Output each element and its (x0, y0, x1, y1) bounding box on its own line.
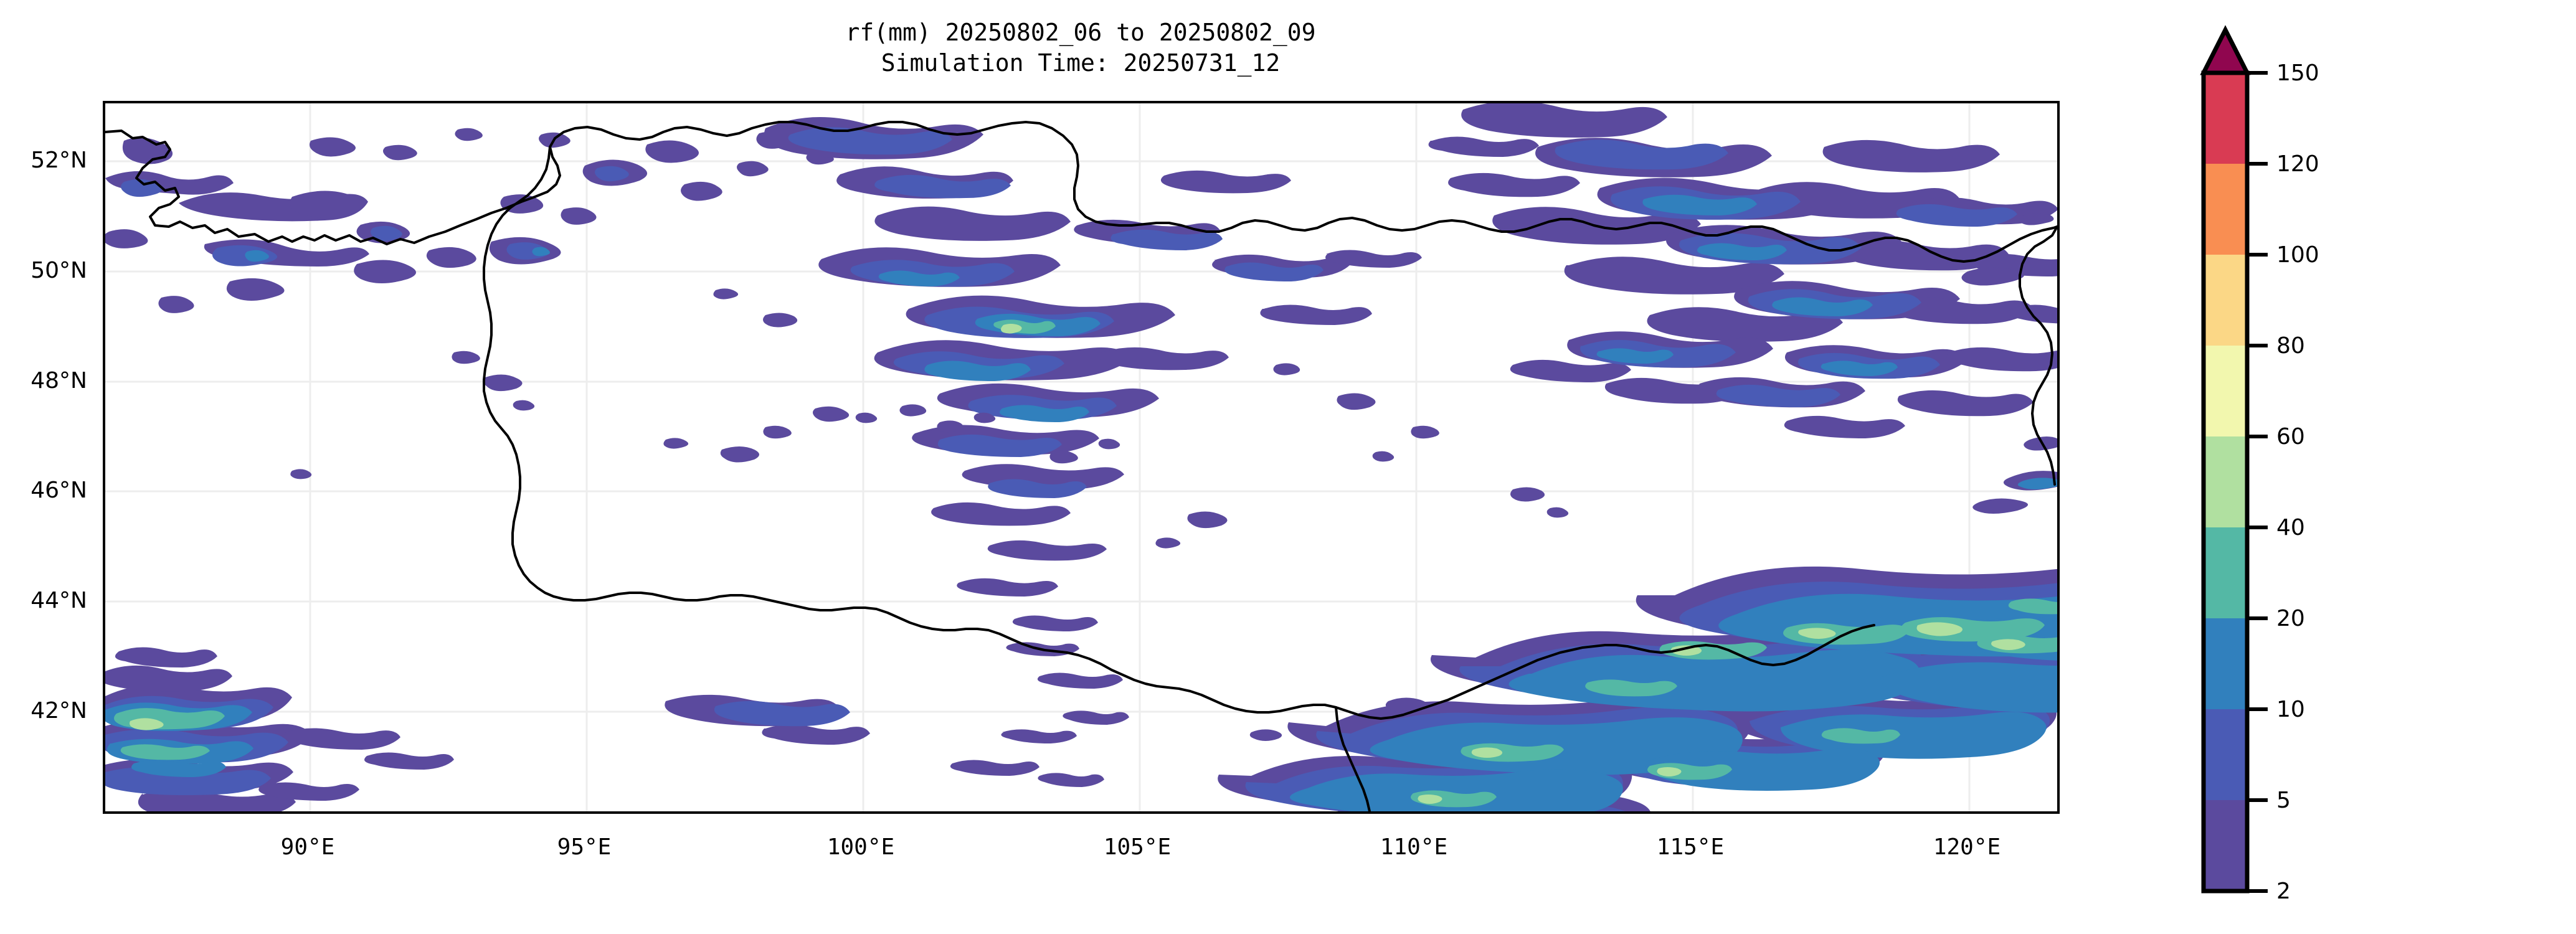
xtick-label-105e: 105°E (1103, 834, 1172, 860)
xtick-label-90e: 90°E (280, 834, 335, 860)
precip-region-northwest-mid (121, 166, 629, 267)
colorbar-tick-label-100: 100 (2276, 242, 2319, 268)
country-borders (105, 121, 2057, 811)
colorbar-bands (2201, 70, 2250, 894)
colorbar-tick-label-40: 40 (2276, 515, 2305, 540)
precip-region-northwest-core (245, 247, 550, 262)
precip-region-southeast-max (1418, 622, 2025, 804)
chart-subtitle: Simulation Time: 20250731_12 (881, 49, 1281, 77)
ytick-label-44n: 44°N (31, 588, 87, 613)
xtick-label-110e: 110°E (1380, 834, 1448, 860)
colorbar[interactable]: 150 120 100 80 60 40 20 10 5 2 (2182, 25, 2481, 904)
colorbar-svg (2200, 25, 2268, 894)
chart-title-block: rf(mm) 20250802_06 to 20250802_09 Simula… (0, 17, 2161, 78)
xtick-label-100e: 100°E (826, 834, 895, 860)
precip-region-northeast-core (1596, 194, 1898, 376)
colorbar-tick-label-80: 80 (2276, 333, 2305, 359)
ytick-label-50n: 50°N (31, 258, 87, 283)
precip-region-far-east (1961, 213, 2057, 514)
precip-region-far-east-core (2017, 478, 2057, 489)
precip-region-central-sparse (290, 288, 1569, 549)
colorbar-tick-label-5: 5 (2276, 788, 2291, 813)
precip-region-west-cluster-max (130, 718, 164, 730)
colorbar-tick-label-60: 60 (2276, 424, 2305, 450)
colorbar-ticks (2247, 71, 2268, 893)
ytick-label-52n: 52°N (31, 148, 87, 173)
colorbar-tick-label-10: 10 (2276, 697, 2305, 722)
colorbar-tick-label-150: 150 (2276, 60, 2319, 86)
xtick-label-95e: 95°E (557, 834, 612, 860)
ytick-label-46n: 46°N (31, 478, 87, 503)
page-title: rf(mm) 20250802_06 to 20250802_09 (845, 19, 1316, 46)
precipitation-map-svg (105, 103, 2057, 811)
ytick-label-48n: 48°N (31, 368, 87, 394)
xtick-label-115e: 115°E (1656, 834, 1725, 860)
xtick-label-120e: 120°E (1933, 834, 2001, 860)
colorbar-tick-label-20: 20 (2276, 606, 2305, 631)
ytick-label-42n: 42°N (31, 698, 87, 724)
colorbar-tick-label-2: 2 (2276, 879, 2291, 904)
precip-region-north-central-max (1001, 324, 1022, 334)
colorbar-extend-arrow (2200, 25, 2251, 75)
map-plot-area (103, 101, 2060, 814)
colorbar-tick-label-120: 120 (2276, 151, 2319, 177)
